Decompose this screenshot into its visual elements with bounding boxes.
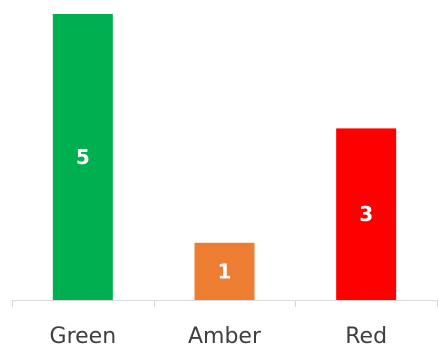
data-label-red: 3: [359, 202, 373, 226]
bar-red: [336, 128, 397, 300]
bar-green: [52, 14, 113, 300]
bars-group: [52, 14, 397, 300]
labels-group: 5 Green 1 Amber 3 Red: [50, 145, 388, 347]
category-label-red: Red: [345, 324, 387, 347]
category-label-amber: Amber: [188, 324, 262, 347]
data-label-amber: 1: [218, 259, 232, 283]
x-axis: [12, 300, 438, 307]
data-label-green: 5: [76, 145, 90, 169]
category-label-green: Green: [50, 324, 117, 347]
bar-amber: [194, 242, 255, 300]
